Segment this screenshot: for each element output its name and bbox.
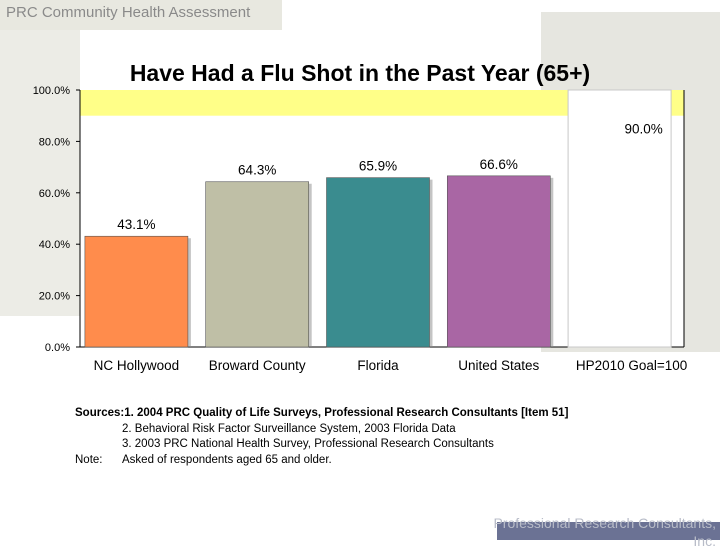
bar-united-states bbox=[446, 175, 551, 348]
category-label: HP2010 Goal=100 bbox=[576, 358, 687, 373]
source-row-2: 2. Behavioral Risk Factor Surveillance S… bbox=[75, 422, 568, 438]
data-label: 90.0% bbox=[624, 122, 662, 137]
note-label: Note: bbox=[75, 453, 103, 466]
footer-bar bbox=[497, 522, 720, 540]
category-label: Florida bbox=[357, 358, 399, 373]
source-1: 1. 2004 PRC Quality of Life Surveys, Pro… bbox=[124, 407, 569, 419]
source-2: 2. Behavioral Risk Factor Surveillance S… bbox=[122, 422, 456, 435]
note-row: Note: Asked of respondents aged 65 and o… bbox=[75, 453, 568, 469]
source-3: 3. 2003 PRC National Health Survey, Prof… bbox=[122, 438, 494, 450]
left-decor-panel bbox=[0, 30, 80, 316]
y-tick-label: 0.0% bbox=[45, 342, 70, 354]
y-tick-label: 100.0% bbox=[33, 85, 71, 97]
category-label: NC Hollywood bbox=[94, 358, 180, 373]
category-label: United States bbox=[458, 358, 539, 373]
data-label: 65.9% bbox=[359, 159, 397, 174]
y-tick-label: 20.0% bbox=[39, 291, 70, 303]
note-text: Asked of respondents aged 65 and older. bbox=[122, 453, 332, 466]
header-title: PRC Community Health Assessment bbox=[6, 4, 251, 21]
bar-hp2010-goal bbox=[567, 89, 672, 348]
bar-nc-hollywood bbox=[84, 235, 189, 348]
bar-broward-county bbox=[205, 181, 309, 348]
source-row-1: Sources: 1. 2004 PRC Quality of Life Sur… bbox=[75, 406, 568, 422]
y-tick-label: 80.0% bbox=[39, 136, 70, 148]
data-label: 66.6% bbox=[480, 157, 518, 172]
header-background bbox=[0, 0, 282, 30]
sources-notes: Sources: 1. 2004 PRC Quality of Life Sur… bbox=[75, 406, 568, 468]
sources-label: Sources: bbox=[75, 407, 125, 419]
y-tick-label: 40.0% bbox=[39, 239, 70, 251]
data-label: 64.3% bbox=[238, 163, 276, 178]
y-tick-label: 60.0% bbox=[39, 188, 70, 200]
footer-text: Professional Research Consultants, Inc. bbox=[493, 515, 716, 549]
data-label: 43.1% bbox=[117, 217, 155, 232]
source-row-3: 3. 2003 PRC National Health Survey, Prof… bbox=[75, 437, 568, 453]
bar-florida bbox=[326, 177, 430, 348]
chart-title: Have Had a Flu Shot in the Past Year (65… bbox=[129, 60, 591, 86]
category-label: Broward County bbox=[209, 358, 306, 373]
